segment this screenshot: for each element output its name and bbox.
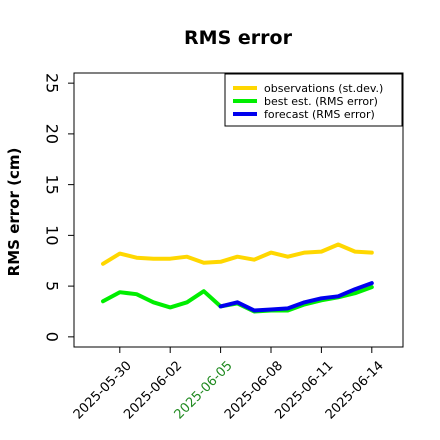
x-axis-ticks: 2025-05-302025-06-022025-06-052025-06-08…	[71, 347, 387, 422]
series-observations	[101, 242, 374, 266]
y-tick-label: 20	[43, 124, 62, 144]
y-tick-label: 0	[43, 332, 62, 342]
y-axis-ticks: 0 5 10 15 20 25	[43, 73, 74, 342]
chart-title: RMS error	[184, 27, 293, 49]
legend-label-forecast: forecast (RMS error)	[264, 108, 375, 121]
y-tick-label: 15	[43, 174, 62, 194]
series-forecast	[218, 281, 374, 313]
y-tick-label: 5	[43, 281, 62, 291]
legend-label-observations: observations (st.dev.)	[264, 82, 383, 95]
legend-label-best-estimate: best est. (RMS error)	[264, 95, 378, 108]
y-tick-label: 25	[43, 73, 62, 93]
series-lines	[101, 242, 374, 314]
y-tick-label: 10	[43, 225, 62, 245]
y-axis-label: RMS error (cm)	[5, 148, 23, 277]
legend: observations (st.dev.) best est. (RMS er…	[224, 73, 403, 127]
